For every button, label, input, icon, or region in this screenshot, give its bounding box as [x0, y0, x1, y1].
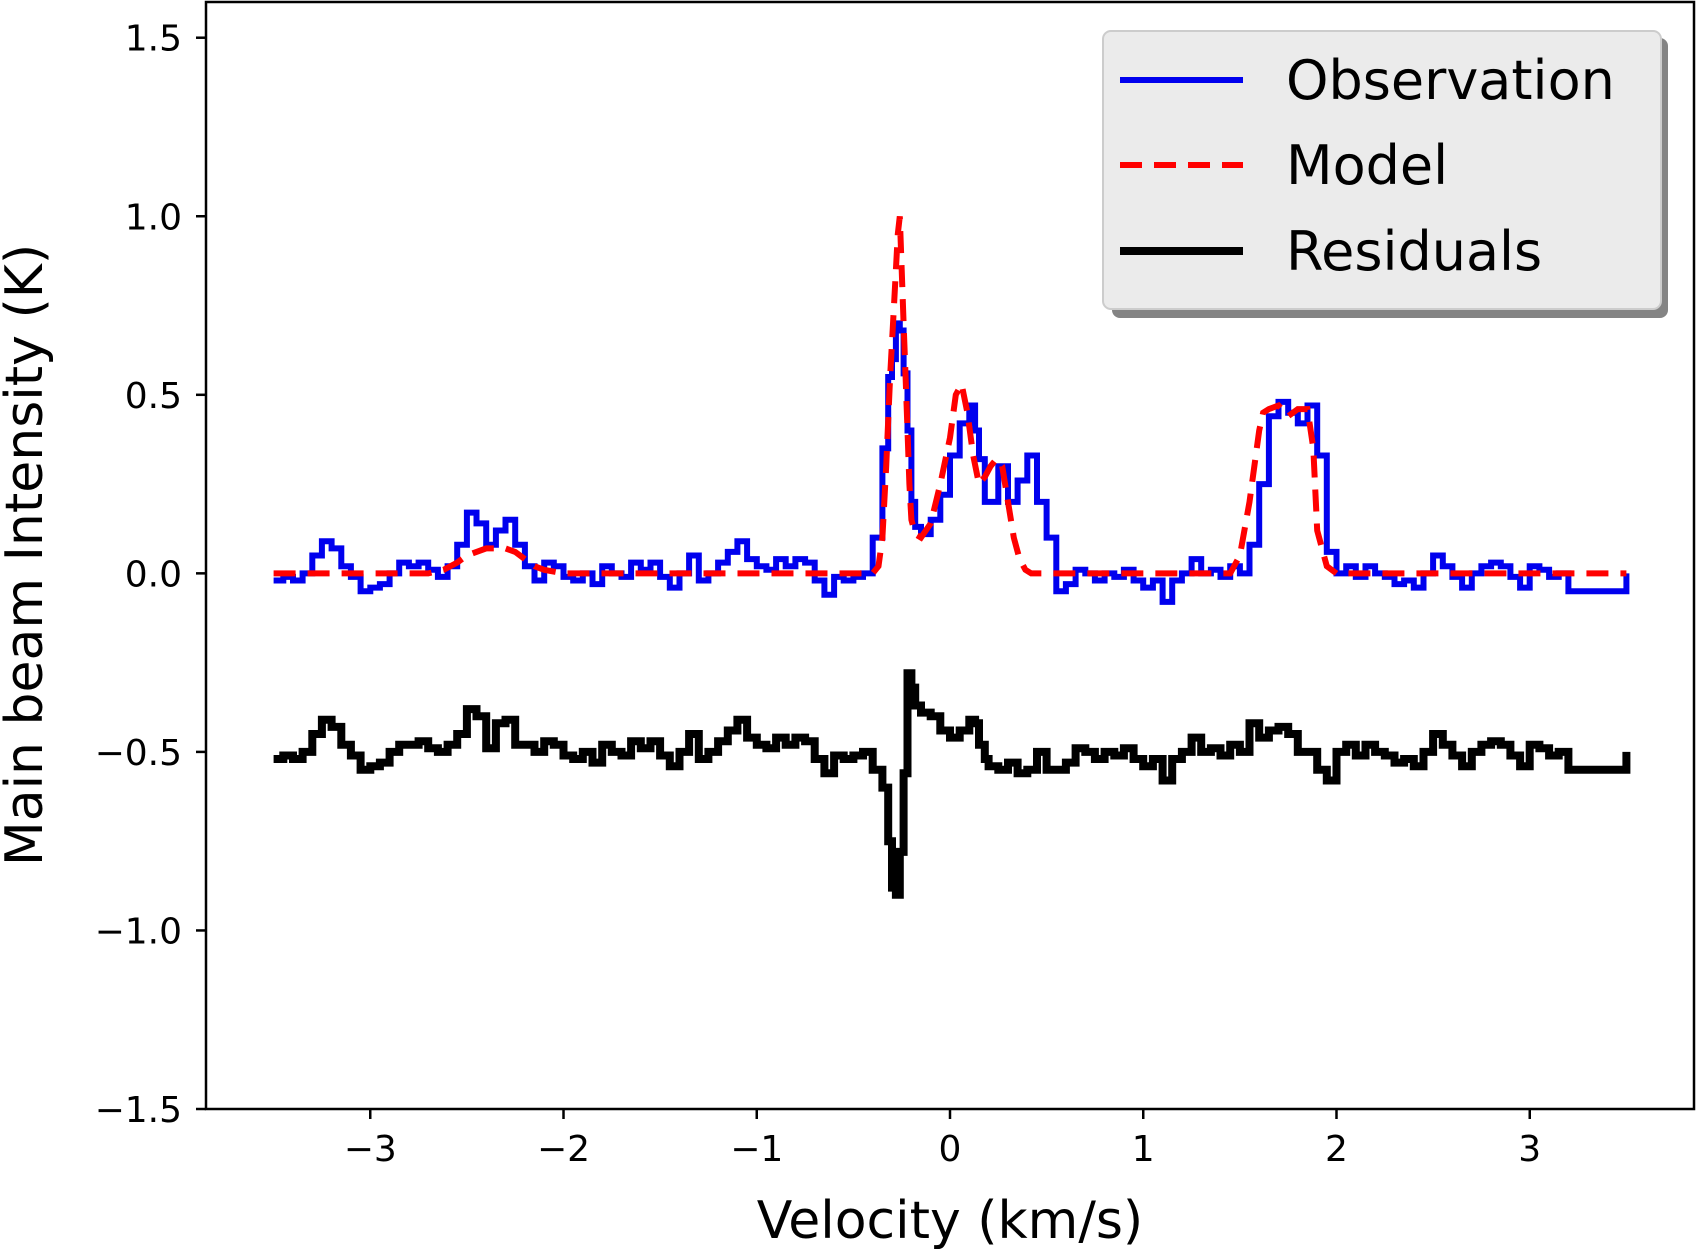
legend-box — [1102, 30, 1662, 310]
x-tick-label: 0 — [939, 1129, 962, 1170]
legend-residuals-label: Residuals — [1286, 220, 1542, 283]
series-layer — [273, 215, 1631, 899]
y-tick-label: 0.5 — [125, 376, 182, 417]
y-tick-label: 1.0 — [125, 197, 182, 238]
legend-observation-label: Observation — [1286, 49, 1615, 112]
y-axis-label: Main beam Intensity (K) — [0, 244, 55, 866]
y-tick-label: −0.5 — [95, 733, 182, 774]
y-tick-label: 0.0 — [125, 554, 182, 595]
x-axis-label: Velocity (km/s) — [757, 1191, 1143, 1251]
x-tick-label: −3 — [344, 1129, 397, 1170]
observation-series-line — [273, 320, 1630, 605]
residuals-series-line — [273, 669, 1631, 899]
y-axis: −1.5 −1.0 −0.5 0.0 0.5 1.0 1.5 — [95, 19, 206, 1131]
legend-model-label: Model — [1286, 134, 1448, 197]
x-axis: −3 −2 −1 0 1 2 3 — [344, 1109, 1541, 1170]
x-tick-label: 1 — [1132, 1129, 1155, 1170]
x-tick-label: −1 — [730, 1129, 783, 1170]
legend: Observation Model Residuals — [1102, 30, 1668, 318]
x-tick-label: 3 — [1518, 1129, 1541, 1170]
y-tick-label: 1.5 — [125, 19, 182, 60]
y-tick-label: −1.5 — [95, 1090, 182, 1131]
y-tick-label: −1.0 — [95, 911, 182, 952]
x-tick-label: 2 — [1325, 1129, 1348, 1170]
x-tick-label: −2 — [537, 1129, 590, 1170]
